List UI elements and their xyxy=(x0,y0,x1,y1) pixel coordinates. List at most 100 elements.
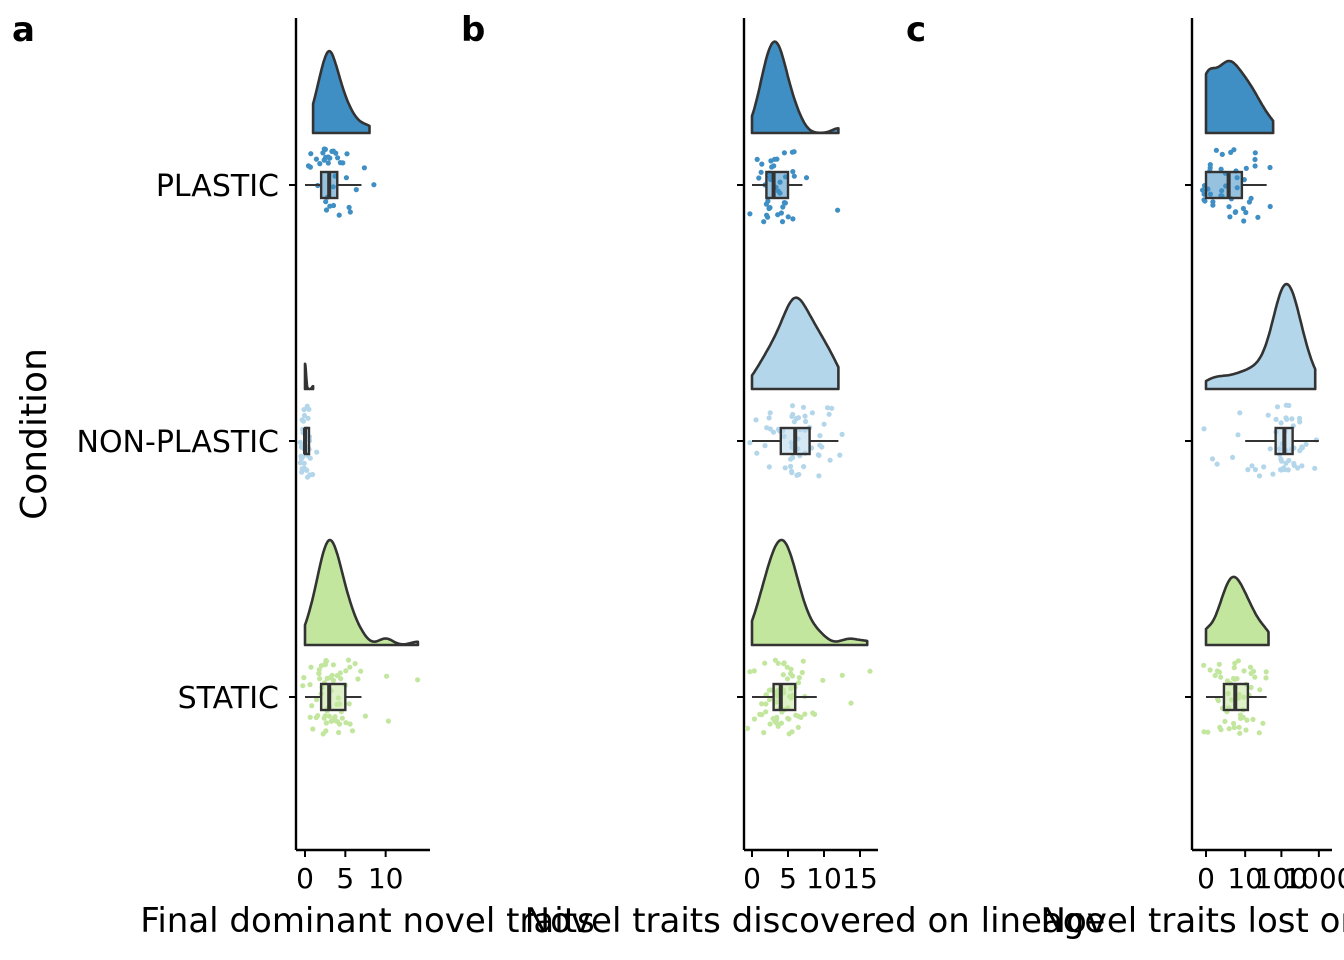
data-point-non-plastic xyxy=(301,407,307,413)
data-point-static xyxy=(1216,669,1223,675)
density-static xyxy=(750,538,869,647)
data-point-non-plastic xyxy=(790,411,796,418)
data-point-static xyxy=(314,697,320,703)
data-point-static xyxy=(751,716,758,722)
data-point-static xyxy=(778,720,785,726)
data-point-static xyxy=(1215,698,1221,704)
data-point-static xyxy=(332,714,338,720)
data-point-plastic xyxy=(1252,156,1258,163)
data-point-non-plastic xyxy=(297,439,303,445)
data-point-static xyxy=(1263,675,1269,681)
panel-c: c 0 101001000 Novel traits lost on lineage xyxy=(906,10,1344,941)
data-point-plastic xyxy=(325,160,331,166)
data-point-static xyxy=(1217,724,1223,731)
data-point-static xyxy=(385,718,391,724)
data-point-non-plastic xyxy=(1252,467,1258,473)
data-point-static xyxy=(346,701,352,707)
data-point-non-plastic xyxy=(1274,404,1281,410)
panel-letter-c: c xyxy=(906,10,926,50)
data-point-static xyxy=(338,676,344,682)
data-point-non-plastic xyxy=(815,452,821,458)
data-point-static xyxy=(326,713,332,719)
data-point-static xyxy=(308,664,314,670)
data-point-static xyxy=(347,721,353,727)
data-point-non-plastic xyxy=(1214,461,1220,467)
data-point-static xyxy=(1218,674,1224,680)
data-point-non-plastic xyxy=(826,411,832,417)
x-axis-title: Novel traits lost on lineage xyxy=(1041,901,1344,941)
data-point-static xyxy=(1252,674,1258,680)
data-point-static xyxy=(307,714,313,720)
data-point-static xyxy=(802,711,808,717)
data-point-static xyxy=(1207,667,1213,673)
data-point-plastic xyxy=(761,219,767,225)
data-point-non-plastic xyxy=(1286,457,1292,464)
data-point-static xyxy=(336,729,342,736)
data-point-non-plastic xyxy=(766,464,772,470)
panel-b: b 0 5 10 15 Novel traits discovered on lineag… xyxy=(461,10,1105,941)
data-point-plastic xyxy=(361,165,367,171)
data-point-static xyxy=(316,670,322,677)
data-point-plastic xyxy=(347,209,353,215)
box-plastic xyxy=(1204,170,1244,200)
data-point-static xyxy=(315,713,321,719)
data-point-non-plastic xyxy=(1237,410,1243,416)
data-point-plastic xyxy=(779,219,786,225)
data-point-plastic xyxy=(765,214,771,220)
data-point-plastic xyxy=(336,212,342,218)
data-point-static xyxy=(781,660,787,666)
data-point-static xyxy=(362,713,368,719)
data-point-non-plastic xyxy=(782,465,788,471)
data-point-static xyxy=(1257,687,1263,693)
data-point-non-plastic xyxy=(1297,419,1303,425)
data-point-non-plastic xyxy=(1278,420,1284,426)
data-point-static xyxy=(1201,729,1207,735)
data-point-plastic xyxy=(323,207,330,213)
x-axis-title: Novel traits discovered on lineage xyxy=(525,901,1106,941)
data-point-plastic xyxy=(835,207,841,213)
data-point-non-plastic xyxy=(829,405,835,411)
data-point-static xyxy=(800,658,806,664)
data-point-non-plastic xyxy=(298,456,305,462)
data-point-static xyxy=(415,677,421,683)
data-point-non-plastic xyxy=(297,460,303,466)
data-point-plastic xyxy=(317,161,323,167)
data-point-non-plastic xyxy=(1282,467,1288,473)
data-point-plastic xyxy=(782,200,789,206)
density-non-plastic xyxy=(303,362,315,391)
data-point-plastic xyxy=(774,156,780,162)
data-point-plastic xyxy=(305,163,312,169)
data-point-static xyxy=(751,668,757,674)
data-point-non-plastic xyxy=(816,473,822,479)
data-point-non-plastic xyxy=(1209,456,1216,462)
data-point-static xyxy=(343,668,349,674)
data-point-static xyxy=(322,713,328,719)
data-point-non-plastic xyxy=(801,464,807,470)
data-point-plastic xyxy=(1248,195,1254,201)
data-point-non-plastic xyxy=(754,450,760,456)
data-point-plastic xyxy=(763,201,770,207)
data-point-static xyxy=(1230,675,1237,682)
data-point-static xyxy=(1237,730,1243,736)
data-point-static xyxy=(1237,712,1243,718)
data-point-static xyxy=(330,662,336,668)
data-point-static xyxy=(310,726,316,732)
data-point-static xyxy=(1224,678,1231,684)
data-point-plastic xyxy=(1267,164,1273,171)
data-point-non-plastic xyxy=(839,431,845,437)
data-point-static xyxy=(1222,718,1228,725)
x-tick-label: 15 xyxy=(842,862,878,895)
data-point-plastic xyxy=(1255,214,1261,220)
data-point-static xyxy=(323,720,329,726)
data-point-non-plastic xyxy=(796,471,802,478)
data-point-plastic xyxy=(1241,218,1247,224)
data-point-plastic xyxy=(1243,209,1249,216)
data-point-plastic xyxy=(780,204,786,210)
panel-letter-a: a xyxy=(12,10,35,50)
panel-letter-b: b xyxy=(461,10,485,50)
box-static xyxy=(319,682,347,712)
data-point-plastic xyxy=(1207,165,1213,171)
data-point-non-plastic xyxy=(305,415,311,421)
x-tick-label: 0 xyxy=(296,862,314,895)
data-point-plastic xyxy=(344,151,350,157)
